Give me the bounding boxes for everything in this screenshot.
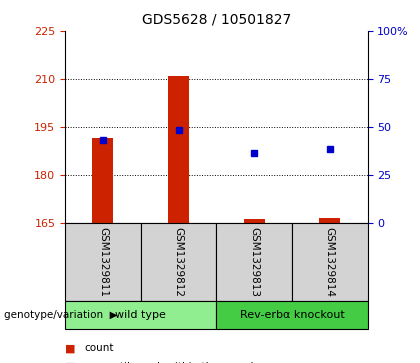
Text: GSM1329814: GSM1329814 <box>325 227 335 297</box>
Bar <box>319 219 340 223</box>
Bar <box>244 219 265 223</box>
Text: GSM1329812: GSM1329812 <box>173 227 184 297</box>
Text: percentile rank within the sample: percentile rank within the sample <box>84 362 260 363</box>
Bar <box>292 223 368 301</box>
Bar <box>65 223 141 301</box>
Bar <box>216 223 292 301</box>
Text: wild type: wild type <box>115 310 166 320</box>
Title: GDS5628 / 10501827: GDS5628 / 10501827 <box>142 13 291 27</box>
Text: ■: ■ <box>65 362 76 363</box>
Text: ■: ■ <box>65 343 76 354</box>
Bar <box>65 301 216 329</box>
Text: Rev-erbα knockout: Rev-erbα knockout <box>239 310 344 320</box>
Bar <box>141 223 216 301</box>
Bar <box>168 76 189 223</box>
Text: count: count <box>84 343 113 354</box>
Text: GSM1329813: GSM1329813 <box>249 227 259 297</box>
Bar <box>216 301 368 329</box>
Bar <box>92 138 113 223</box>
Text: genotype/variation  ▶: genotype/variation ▶ <box>4 310 118 320</box>
Text: GSM1329811: GSM1329811 <box>98 227 108 297</box>
